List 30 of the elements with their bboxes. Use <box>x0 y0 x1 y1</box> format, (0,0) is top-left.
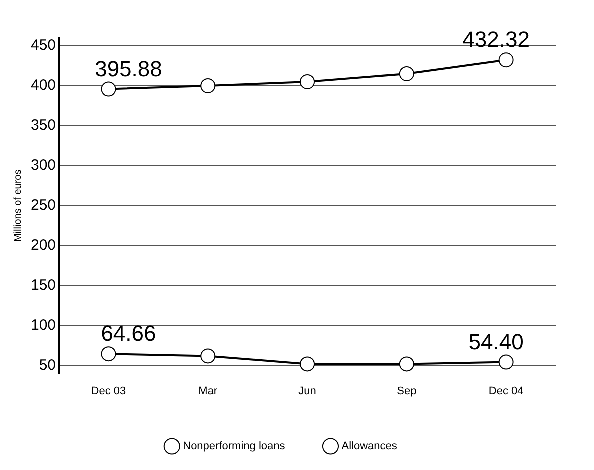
point <box>399 66 414 82</box>
point <box>399 356 414 372</box>
y-tick-label: 100 <box>30 316 56 334</box>
x-tick-label: Sep <box>397 385 417 398</box>
point <box>200 78 216 94</box>
point <box>101 346 116 362</box>
legend-label: Allowances <box>342 440 398 453</box>
point <box>498 354 514 370</box>
y-tick-label: 200 <box>30 237 56 254</box>
data-label: 54.40 <box>468 329 524 354</box>
point <box>300 74 316 90</box>
x-tick-label: Jun <box>298 385 316 398</box>
y-tick-label: 150 <box>30 276 56 294</box>
y-axis-title: Millions of euros <box>12 170 24 242</box>
point <box>300 356 316 372</box>
data-label: 64.66 <box>101 321 156 346</box>
point <box>498 52 514 68</box>
x-tick-label: Dec 03 <box>91 385 126 398</box>
y-tick-label: 350 <box>30 117 56 134</box>
x-tick-label: Mar <box>198 385 218 398</box>
y-tick-label: 250 <box>30 197 56 214</box>
legend-label: Nonperforming loans <box>183 440 286 453</box>
point <box>200 348 216 364</box>
x-tick-label: Dec 04 <box>488 385 524 398</box>
y-tick-label: 300 <box>30 157 56 174</box>
point <box>101 82 116 97</box>
data-label: 395.88 <box>95 56 162 82</box>
y-tick-label: 50 <box>39 356 56 374</box>
y-tick-label: 450 <box>30 37 56 54</box>
y-tick-label: 400 <box>30 77 56 94</box>
